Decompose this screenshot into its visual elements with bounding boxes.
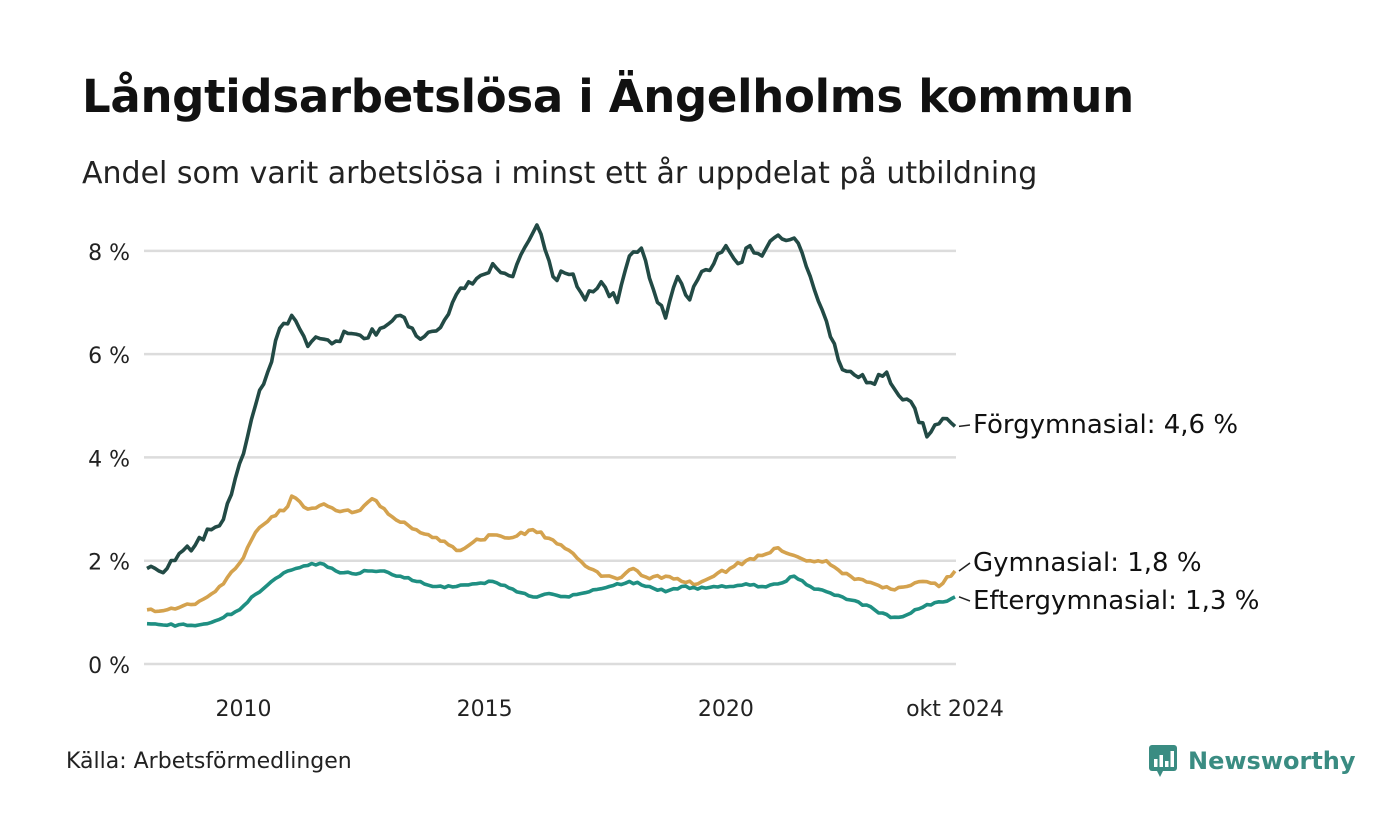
x-tick-label: 2010 <box>215 697 271 722</box>
newsworthy-logo-icon <box>1149 745 1177 777</box>
y-axis-ticks: 0 % 2 % 4 % 6 % 8 % <box>88 241 130 679</box>
end-labels: Förgymnasial: 4,6 % Gymnasial: 1,8 % Efter… <box>958 410 1259 616</box>
series-line-förgymnasial <box>146 223 957 575</box>
y-tick-label: 4 % <box>88 447 130 472</box>
x-tick-label: 2020 <box>698 697 754 722</box>
end-label-gymnasial: Gymnasial: 1,8 % <box>973 548 1202 578</box>
end-label-leader <box>958 596 971 602</box>
brand-logo: Newsworthy <box>1148 744 1356 778</box>
series-line-eftergymnasial <box>146 561 956 628</box>
chart-subtitle: Andel som varit arbetslösa i minst ett å… <box>82 156 1038 191</box>
source-note: Källa: Arbetsförmedlingen <box>66 749 352 774</box>
y-tick-label: 0 % <box>88 654 130 679</box>
x-tick-label: okt 2024 <box>906 697 1004 722</box>
end-label-förgymnasial: Förgymnasial: 4,6 % <box>973 410 1238 440</box>
x-axis-ticks: 2010 2015 2020 okt 2024 <box>215 697 1003 722</box>
gridlines <box>144 249 956 666</box>
y-tick-label: 2 % <box>88 551 130 576</box>
y-tick-label: 8 % <box>88 241 130 266</box>
x-tick-label: 2015 <box>457 697 513 722</box>
end-label-leader <box>958 562 971 572</box>
y-tick-label: 6 % <box>88 344 130 369</box>
end-label-leader <box>958 424 971 428</box>
chart-title: Långtidsarbetslösa i Ängelholms kommun <box>82 70 1134 123</box>
series-line-gymnasial <box>146 494 957 614</box>
brand-name: Newsworthy <box>1188 747 1356 775</box>
series-lines <box>146 223 957 628</box>
end-label-eftergymnasial: Eftergymnasial: 1,3 % <box>973 586 1259 616</box>
